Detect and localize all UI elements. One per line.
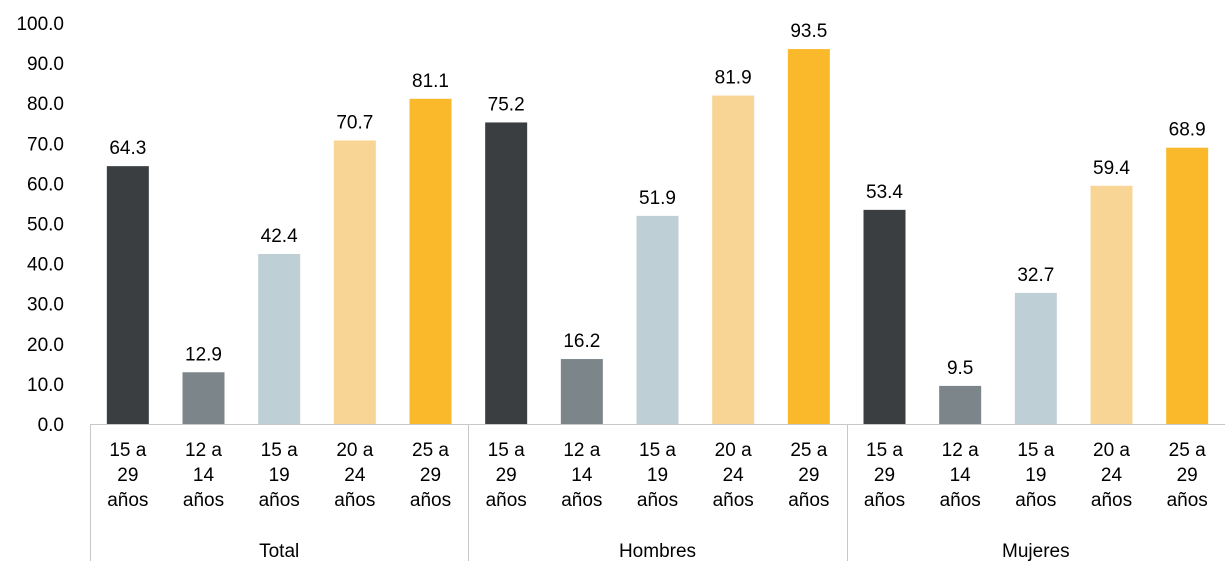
y-tick-label: 40.0 <box>27 255 64 276</box>
category-label: 25 a 29 años <box>1167 440 1208 511</box>
bar <box>258 253 301 424</box>
category-label: 15 a 29 años <box>864 440 905 511</box>
y-tick-label: 100.0 <box>16 14 64 35</box>
data-label: 81.9 <box>715 68 752 89</box>
data-label: 64.3 <box>109 138 146 159</box>
data-label: 42.4 <box>261 226 298 247</box>
category-label: 12 a 14 años <box>183 440 224 511</box>
group-label: Hombres <box>619 541 696 561</box>
bar <box>863 209 906 424</box>
bar <box>712 95 755 425</box>
data-label: 53.4 <box>866 182 903 203</box>
bar <box>1014 292 1057 424</box>
group-label: Mujeres <box>1002 541 1070 561</box>
y-tick-label: 0.0 <box>38 415 64 436</box>
category-label: 15 a 19 años <box>637 440 678 511</box>
y-tick-label: 60.0 <box>27 174 64 195</box>
bar <box>1090 185 1133 424</box>
bar <box>485 122 528 424</box>
category-label: 15 a 19 años <box>259 440 300 511</box>
bar <box>636 215 679 424</box>
y-tick-label: 10.0 <box>27 375 64 396</box>
category-label: 25 a 29 años <box>788 440 829 511</box>
bars: 64.3 12.9 42.4 70.7 81.1 75.2 16.2 51.9 81.9 93.5… <box>106 21 1209 425</box>
data-label: 75.2 <box>488 94 525 115</box>
group-label: Total <box>259 541 299 561</box>
x-axis: 15 a 29 años 12 a 14 años 15 a 19 años 20 a 24 años… <box>90 424 1225 561</box>
data-label: 16.2 <box>563 331 600 352</box>
bar <box>333 140 376 425</box>
data-label: 32.7 <box>1017 265 1054 286</box>
y-axis: 0.0 10.0 20.0 30.0 40.0 50.0 60.0 70.0 80.0 90.0 1… <box>16 14 64 436</box>
data-label: 12.9 <box>185 344 222 365</box>
category-label: 15 a 29 años <box>486 440 527 511</box>
category-label: 20 a 24 años <box>1091 440 1132 511</box>
data-label: 68.9 <box>1169 120 1206 141</box>
data-label: 59.4 <box>1093 158 1130 179</box>
bar <box>560 359 603 424</box>
category-label: 20 a 24 años <box>713 440 754 511</box>
category-label: 25 a 29 años <box>410 440 451 511</box>
y-tick-label: 50.0 <box>27 215 64 236</box>
y-tick-label: 70.0 <box>27 134 64 155</box>
category-label: 15 a 29 años <box>107 440 148 511</box>
bar <box>1166 147 1209 424</box>
data-label: 51.9 <box>639 188 676 209</box>
bar <box>409 98 452 424</box>
category-label: 12 a 14 años <box>561 440 602 511</box>
bar <box>106 166 149 425</box>
bar <box>787 49 830 424</box>
data-label: 93.5 <box>790 21 827 42</box>
y-tick-label: 20.0 <box>27 335 64 356</box>
data-label: 9.5 <box>947 358 973 379</box>
category-label: 20 a 24 años <box>334 440 375 511</box>
data-label: 70.7 <box>336 112 373 133</box>
bar <box>182 372 225 424</box>
y-tick-label: 90.0 <box>27 54 64 75</box>
category-label: 12 a 14 años <box>940 440 981 511</box>
y-tick-label: 80.0 <box>27 94 64 115</box>
category-label: 15 a 19 años <box>1015 440 1056 511</box>
data-label: 81.1 <box>412 71 449 92</box>
y-tick-label: 30.0 <box>27 295 64 316</box>
bar <box>939 385 982 424</box>
